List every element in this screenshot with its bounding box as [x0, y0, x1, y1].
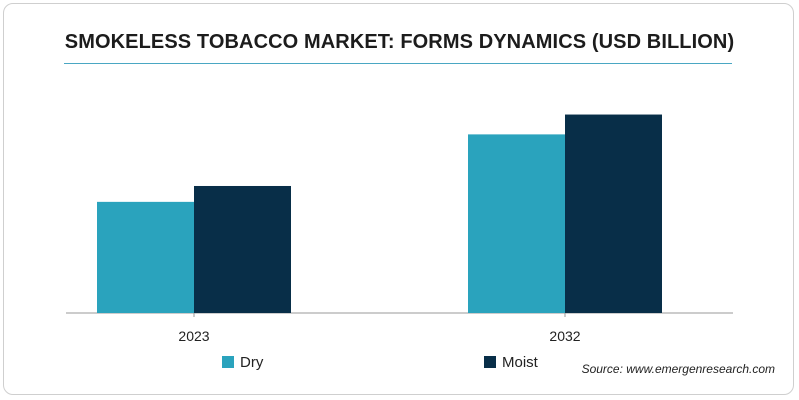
title-underline — [64, 63, 732, 64]
chart-title: SMOKELESS TOBACCO MARKET: FORMS DYNAMICS… — [64, 31, 735, 53]
x-tick-label-2023: 2023 — [178, 328, 209, 344]
bar-moist-2023 — [194, 185, 291, 313]
legend-item-dry: Dry — [222, 352, 263, 372]
bar-dry-2023 — [97, 201, 194, 313]
legend-label-moist: Moist — [502, 353, 538, 371]
legend-swatch-dry — [222, 356, 234, 368]
x-tick-label-2032: 2032 — [549, 328, 580, 344]
bar-dry-2032 — [468, 134, 565, 313]
legend-swatch-moist — [484, 356, 496, 368]
chart-frame — [3, 3, 794, 395]
bar-moist-2032 — [565, 114, 662, 314]
source-credit: Source: www.emergenresearch.com — [581, 362, 775, 376]
legend-item-moist: Moist — [484, 352, 538, 372]
legend-label-dry: Dry — [240, 353, 264, 371]
